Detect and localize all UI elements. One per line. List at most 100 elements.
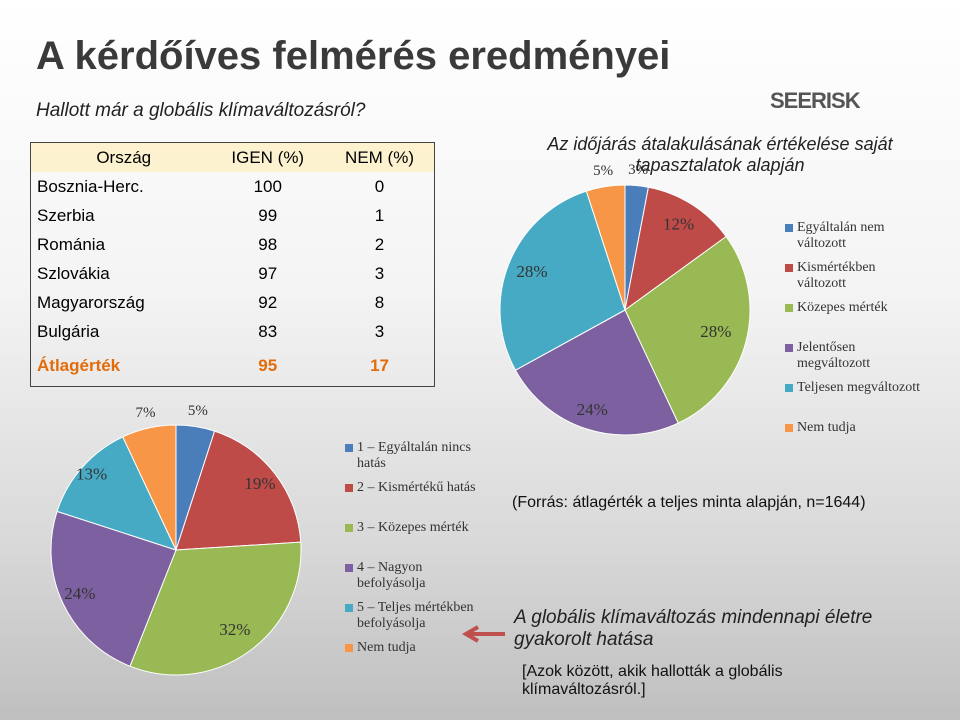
legend-swatch — [785, 304, 793, 312]
data-label: 7% — [135, 405, 155, 421]
table-row: Átlagérték 95 17 — [31, 346, 435, 387]
legend-label: Kismértékben változott — [797, 260, 876, 291]
table-cell: 97 — [258, 263, 278, 283]
arrow — [462, 625, 505, 643]
table-cell: 17 — [370, 356, 389, 375]
legend-item: Közepes mérték — [785, 300, 925, 316]
pie-slice — [624, 186, 727, 312]
legend-label: Nem tudja — [797, 420, 856, 435]
legend-label: Egyáltalán nem változott — [797, 220, 885, 251]
pie-slice — [624, 235, 751, 424]
table-cell: Bosznia-Herc. — [37, 176, 144, 196]
table-cell: 83 — [258, 321, 278, 341]
legend-swatch — [785, 224, 793, 232]
table-row: Szerbia 99 1 — [31, 201, 435, 230]
legend-item: 3 – Közepes mérték — [345, 520, 485, 536]
data-label: 12% — [663, 214, 694, 233]
data-label: 5% — [593, 163, 613, 179]
table-cell: 2 — [374, 234, 385, 254]
table-cell: Magyarország — [37, 292, 145, 312]
pie-title: A globális klímaváltozás mindennapi élet… — [514, 607, 873, 650]
table-cell: Szerbia — [37, 205, 95, 225]
legend-label: Teljesen megváltozott — [797, 380, 921, 395]
legend-item: 4 – Nagyon befolyásolja — [345, 560, 485, 592]
legend-swatch — [345, 564, 353, 572]
legend-label: 2 – Kismértékű hatás — [357, 480, 476, 495]
table-cell: NEM (%) — [325, 142, 435, 172]
legend-label: 1 – Egyáltalán nincs hatás — [357, 440, 471, 471]
pie-slice — [50, 510, 177, 667]
legend-item: Kismértékben változott — [785, 260, 925, 292]
legend-label: 5 – Teljes mértékben befolyásolja — [357, 600, 474, 631]
table-cell: IGEN (%) — [210, 142, 326, 172]
title: A kérdőíves felmérés eredményei — [36, 34, 671, 78]
pie-slice — [585, 184, 626, 311]
table-cell: Ország — [30, 142, 211, 172]
pie-slice — [499, 190, 626, 371]
data-label: 5% — [188, 403, 208, 419]
data-label: 28% — [700, 322, 731, 341]
data-label: 19% — [244, 474, 275, 493]
data-label: 32% — [219, 620, 250, 639]
pie-title: Az időjárás átalakulásának értékelése sa… — [547, 134, 893, 175]
pie-slice — [129, 541, 302, 676]
legend-label: 4 – Nagyon befolyásolja — [357, 560, 426, 591]
pie-subtitle: [Azok között, akik hallották a globális … — [522, 663, 783, 698]
pie-slice — [122, 424, 177, 551]
data-label: 28% — [516, 262, 547, 281]
legend-label: 3 – Közepes mérték — [357, 520, 469, 535]
pie-slice — [56, 436, 177, 551]
legend-item: Jelentősen megváltozott — [785, 340, 925, 372]
legend-label: Közepes mérték — [797, 300, 888, 315]
table-row: Szlovákia 97 3 — [31, 259, 435, 288]
data-label: 24% — [64, 584, 95, 603]
data-label: 24% — [577, 400, 608, 419]
table-cell: 3 — [374, 263, 385, 283]
legend-swatch — [785, 384, 793, 392]
legend-swatch — [345, 484, 353, 492]
legend-swatch — [345, 444, 353, 452]
table-cell: Bulgária — [37, 321, 100, 341]
pie-slice — [175, 430, 302, 551]
legend-swatch — [785, 264, 793, 272]
legend-item: Nem tudja — [785, 420, 925, 436]
table-row: Bosznia-Herc. 100 0 — [31, 172, 435, 201]
table-cell: 95 — [258, 356, 278, 375]
table-cell: 0 — [374, 176, 385, 196]
legend-swatch — [345, 644, 353, 652]
legend-item: Egyáltalán nem változott — [785, 220, 925, 252]
legend-item: Nem tudja — [345, 640, 485, 656]
data-label: 13% — [76, 465, 107, 484]
table-cell: 1 — [374, 205, 385, 225]
table-row: Románia 98 2 — [31, 230, 435, 259]
table-cell: 100 — [253, 176, 282, 196]
table-cell: Szlovákia — [37, 263, 110, 283]
table-cell: 92 — [258, 292, 278, 312]
logo: SEERISK — [770, 88, 861, 113]
legend-item: 5 – Teljes mértékben befolyásolja — [345, 600, 485, 632]
legend-item: 2 – Kismértékű hatás — [345, 480, 485, 496]
table-cell: 98 — [258, 234, 278, 254]
legend-swatch — [785, 424, 793, 432]
table-row: Ország IGEN (%) NEM (%) — [30, 142, 435, 172]
table-cell: 99 — [258, 205, 278, 225]
legend-item: 1 – Egyáltalán nincs hatás — [345, 440, 485, 472]
table-cell: 3 — [374, 321, 385, 341]
table: Ország IGEN (%) NEM (%) Bosznia-Herc. 100 0 Sz… — [30, 142, 435, 387]
table-row: Bulgária 83 3 — [31, 317, 435, 346]
legend-label: Nem tudja — [357, 640, 416, 655]
table-cell: 8 — [374, 292, 385, 312]
legend-swatch — [785, 344, 793, 352]
table-row: Magyarország 92 8 — [31, 288, 435, 317]
pie-slice — [514, 309, 679, 436]
data-label: 3% — [628, 162, 648, 178]
table-cell: Átlagérték — [37, 356, 121, 375]
legend-swatch — [345, 604, 353, 612]
subtitle: Hallott már a globális klímaváltozásról? — [36, 100, 366, 121]
legend-label: Jelentősen megváltozott — [797, 340, 871, 371]
source-note: (Forrás: átlagérték a teljes minta alapj… — [512, 494, 866, 511]
legend-swatch — [345, 524, 353, 532]
table-cell: Románia — [37, 234, 106, 254]
